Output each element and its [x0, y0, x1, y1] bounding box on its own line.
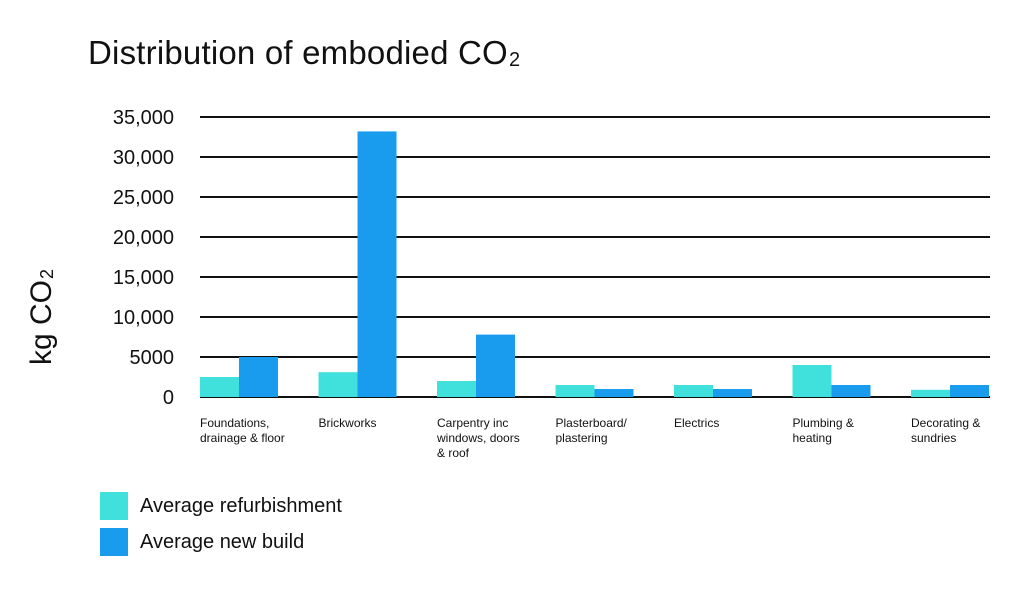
chart-title-main: Distribution of embodied CO	[88, 34, 508, 71]
chart-title-subscript: 2	[508, 49, 521, 71]
x-category-label-line: & roof	[437, 446, 470, 460]
y-tick-label: 20,000	[113, 227, 174, 249]
bar-new-build	[713, 389, 752, 397]
bar-new-build	[357, 131, 397, 397]
legend-item-new-build: Average new build	[100, 524, 342, 560]
x-category-label-line: Foundations,	[200, 416, 270, 430]
x-category-label-line: Brickworks	[318, 416, 377, 430]
x-category-label: Plumbing & heating	[793, 416, 905, 446]
x-category-label: Plasterboard/plastering	[556, 416, 668, 446]
bar-refurbishment	[437, 381, 476, 397]
x-category-label-line: plastering	[555, 431, 608, 445]
bar-refurbishment	[674, 385, 713, 397]
bar-new-build	[950, 385, 989, 397]
x-category-label-line: Decorating &	[911, 416, 981, 430]
x-category-label-line: Plasterboard/	[555, 416, 627, 430]
x-category-label: Foundations, drainage & floor	[200, 416, 312, 446]
legend-swatch-refurbishment	[100, 492, 128, 520]
bar-new-build	[594, 389, 634, 397]
chart-legend: Average refurbishment Average new build	[100, 488, 342, 560]
y-tick-label: 10,000	[113, 307, 174, 329]
bar-new-build	[831, 385, 871, 397]
x-category-label-line: heating	[792, 431, 832, 445]
bar-new-build	[476, 334, 515, 397]
x-category-label-line: Carpentry inc	[437, 416, 509, 430]
x-category-label-line: Electrics	[674, 416, 720, 430]
y-tick-label: 15,000	[113, 267, 174, 289]
bar-refurbishment	[555, 385, 595, 397]
x-category-label: Carpentry inc windows, doors & roof	[437, 416, 549, 461]
y-tick-label: 0	[163, 387, 174, 409]
x-category-label: Brickworks	[319, 416, 431, 431]
x-category-label: Electrics	[674, 416, 786, 431]
bar-refurbishment	[318, 372, 358, 397]
bar-refurbishment	[911, 389, 950, 397]
y-tick-label: 30,000	[113, 147, 174, 169]
legend-label-new-build: Average new build	[140, 530, 305, 553]
y-tick-label: 5000	[130, 347, 175, 369]
bar-new-build	[239, 357, 278, 397]
x-category-label: Decorating & sundries	[911, 416, 1023, 446]
bar-refurbishment	[792, 365, 832, 397]
legend-label-refurbishment: Average refurbishment	[140, 494, 342, 517]
x-category-label-line: Plumbing &	[792, 416, 854, 430]
y-tick-label: 25,000	[113, 187, 174, 209]
legend-item-refurbishment: Average refurbishment	[100, 488, 342, 524]
x-category-label-line: drainage & floor	[200, 431, 285, 445]
chart-title: Distribution of embodied CO2	[88, 34, 520, 72]
x-category-label-line: sundries	[911, 431, 957, 445]
bar-refurbishment	[200, 377, 239, 397]
y-tick-label: 35,000	[113, 107, 174, 129]
legend-swatch-new-build	[100, 528, 128, 556]
x-category-label-line: windows, doors	[437, 431, 520, 445]
